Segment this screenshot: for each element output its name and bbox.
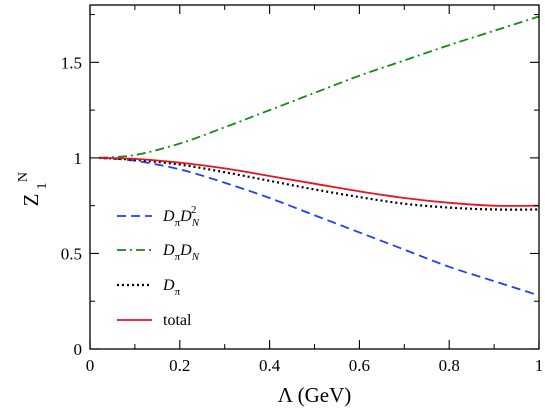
y-tick-label: 0 xyxy=(74,340,83,359)
y-tick-label: 1.5 xyxy=(61,53,82,72)
legend-main1: D xyxy=(162,242,175,259)
series-layer xyxy=(98,15,540,297)
series-line-0 xyxy=(98,156,540,297)
legend-sub1: π xyxy=(175,286,181,298)
ticks-layer: 0 0.2 0.4 0.6 0.8 1 0 0.5 1 1.5 xyxy=(61,5,544,375)
x-tick-label: 0.2 xyxy=(169,356,190,375)
legend-main2: D xyxy=(179,208,192,225)
legend-main1: D xyxy=(162,208,175,225)
y-tick-label: 0.5 xyxy=(61,244,82,263)
y-tick-label: 1 xyxy=(74,149,83,168)
series-line-3 xyxy=(98,156,540,207)
legend-main1: D xyxy=(162,277,175,294)
legend-sub2: N xyxy=(191,217,200,229)
x-axis-title: Λ (GeV) xyxy=(278,383,352,407)
legend-main1: total xyxy=(163,312,192,329)
legend-main2: D xyxy=(179,242,192,259)
y-axis-title-sup: N xyxy=(16,172,31,182)
legend-label-2: Dπ xyxy=(162,277,181,298)
legend-sup2: 2 xyxy=(191,204,197,216)
legend-label-1: DπDN xyxy=(162,242,200,263)
legend-sub1: π xyxy=(175,251,181,263)
x-tick-label: 0.6 xyxy=(349,356,370,375)
legend-sub1: π xyxy=(175,217,181,229)
legend-label-0: DπDN2 xyxy=(162,204,200,229)
legend-sub2: N xyxy=(191,251,200,263)
plot-frame xyxy=(89,4,540,350)
y-axis-title-sub: 1 xyxy=(35,183,50,190)
legend-label-3: total xyxy=(163,312,192,329)
y-axis-title: Z 1 N xyxy=(16,172,50,206)
x-tick-label: 1 xyxy=(535,356,544,375)
x-tick-label: 0.4 xyxy=(259,356,281,375)
y-axis-title-main: Z xyxy=(19,194,43,207)
series-line-1 xyxy=(98,15,540,159)
x-tick-label: 0 xyxy=(86,356,95,375)
x-tick-label: 0.8 xyxy=(439,356,460,375)
